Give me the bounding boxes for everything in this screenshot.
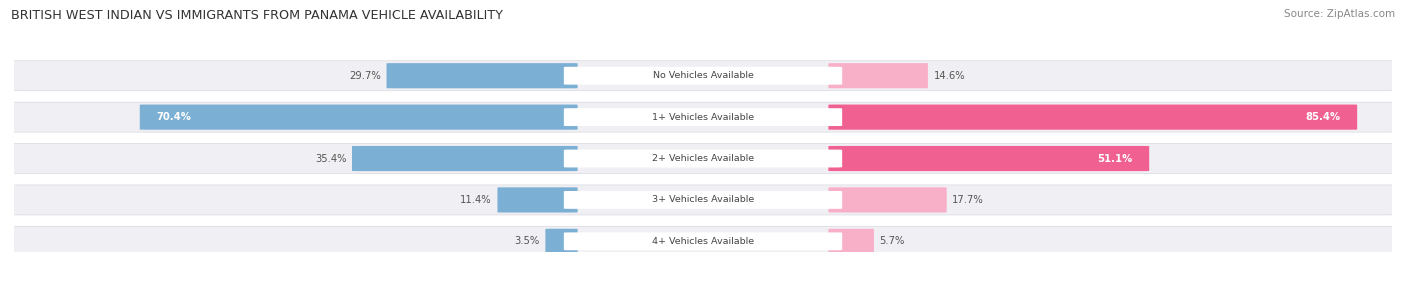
Text: 3+ Vehicles Available: 3+ Vehicles Available bbox=[652, 195, 754, 204]
Text: 2+ Vehicles Available: 2+ Vehicles Available bbox=[652, 154, 754, 163]
Text: No Vehicles Available: No Vehicles Available bbox=[652, 71, 754, 80]
Text: 35.4%: 35.4% bbox=[315, 154, 346, 164]
FancyBboxPatch shape bbox=[828, 146, 1149, 171]
Text: 1+ Vehicles Available: 1+ Vehicles Available bbox=[652, 113, 754, 122]
FancyBboxPatch shape bbox=[564, 233, 842, 250]
FancyBboxPatch shape bbox=[564, 67, 842, 85]
FancyBboxPatch shape bbox=[564, 191, 842, 209]
FancyBboxPatch shape bbox=[564, 108, 842, 126]
Text: 29.7%: 29.7% bbox=[349, 71, 381, 81]
FancyBboxPatch shape bbox=[828, 229, 875, 254]
Text: BRITISH WEST INDIAN VS IMMIGRANTS FROM PANAMA VEHICLE AVAILABILITY: BRITISH WEST INDIAN VS IMMIGRANTS FROM P… bbox=[11, 9, 503, 21]
Text: 14.6%: 14.6% bbox=[934, 71, 965, 81]
FancyBboxPatch shape bbox=[4, 61, 1402, 91]
Text: 51.1%: 51.1% bbox=[1098, 154, 1133, 164]
Text: 17.7%: 17.7% bbox=[952, 195, 984, 205]
FancyBboxPatch shape bbox=[828, 187, 946, 212]
FancyBboxPatch shape bbox=[564, 150, 842, 168]
Text: 4+ Vehicles Available: 4+ Vehicles Available bbox=[652, 237, 754, 246]
FancyBboxPatch shape bbox=[4, 102, 1402, 132]
FancyBboxPatch shape bbox=[139, 105, 578, 130]
FancyBboxPatch shape bbox=[4, 226, 1402, 256]
Text: 3.5%: 3.5% bbox=[515, 236, 540, 246]
FancyBboxPatch shape bbox=[498, 187, 578, 212]
FancyBboxPatch shape bbox=[546, 229, 578, 254]
Text: Source: ZipAtlas.com: Source: ZipAtlas.com bbox=[1284, 9, 1395, 19]
FancyBboxPatch shape bbox=[352, 146, 578, 171]
Text: 11.4%: 11.4% bbox=[460, 195, 492, 205]
Text: 85.4%: 85.4% bbox=[1306, 112, 1341, 122]
FancyBboxPatch shape bbox=[828, 63, 928, 88]
FancyBboxPatch shape bbox=[828, 105, 1357, 130]
FancyBboxPatch shape bbox=[4, 144, 1402, 174]
Text: 70.4%: 70.4% bbox=[156, 112, 191, 122]
FancyBboxPatch shape bbox=[4, 185, 1402, 215]
FancyBboxPatch shape bbox=[387, 63, 578, 88]
Text: 5.7%: 5.7% bbox=[880, 236, 905, 246]
